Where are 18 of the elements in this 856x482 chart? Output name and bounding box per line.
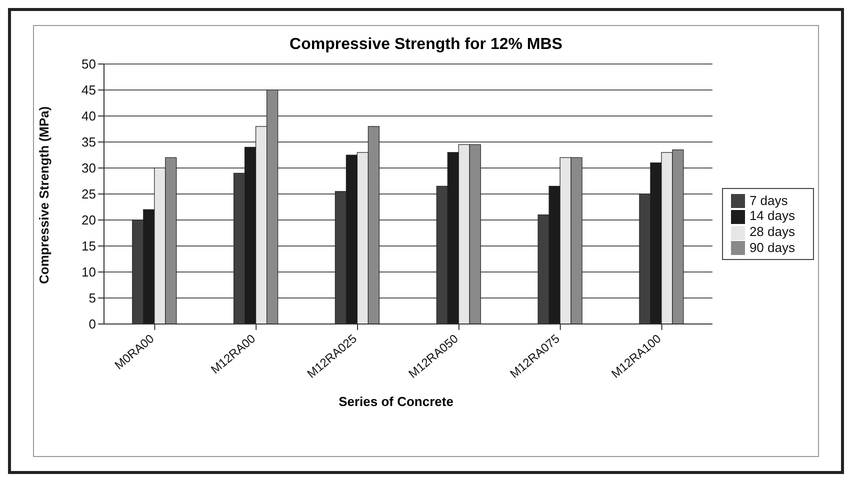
y-tick-label: 45 <box>82 82 96 98</box>
y-axis-title: Compressive Strength (MPa) <box>36 106 52 284</box>
y-tick-label: 5 <box>88 290 96 306</box>
y-tick-label: 0 <box>88 316 96 332</box>
chart-title: Compressive Strength for 12% MBS <box>288 36 564 54</box>
y-tick-label: 40 <box>82 108 96 124</box>
y-tick-label: 50 <box>82 56 96 72</box>
legend-label: 14 days <box>749 208 795 224</box>
y-tick-label: 10 <box>82 264 96 280</box>
y-tick-label: 20 <box>82 212 96 228</box>
y-tick-label: 25 <box>82 186 96 202</box>
y-tick-label: 30 <box>82 160 96 176</box>
x-axis-title: Series of Concrete <box>338 394 454 409</box>
legend-label: 90 days <box>749 240 795 255</box>
y-tick-label: 15 <box>82 238 96 254</box>
legend-label: 7 days <box>749 192 788 208</box>
legend-label: 28 days <box>749 224 795 239</box>
y-tick-label: 35 <box>82 134 96 150</box>
